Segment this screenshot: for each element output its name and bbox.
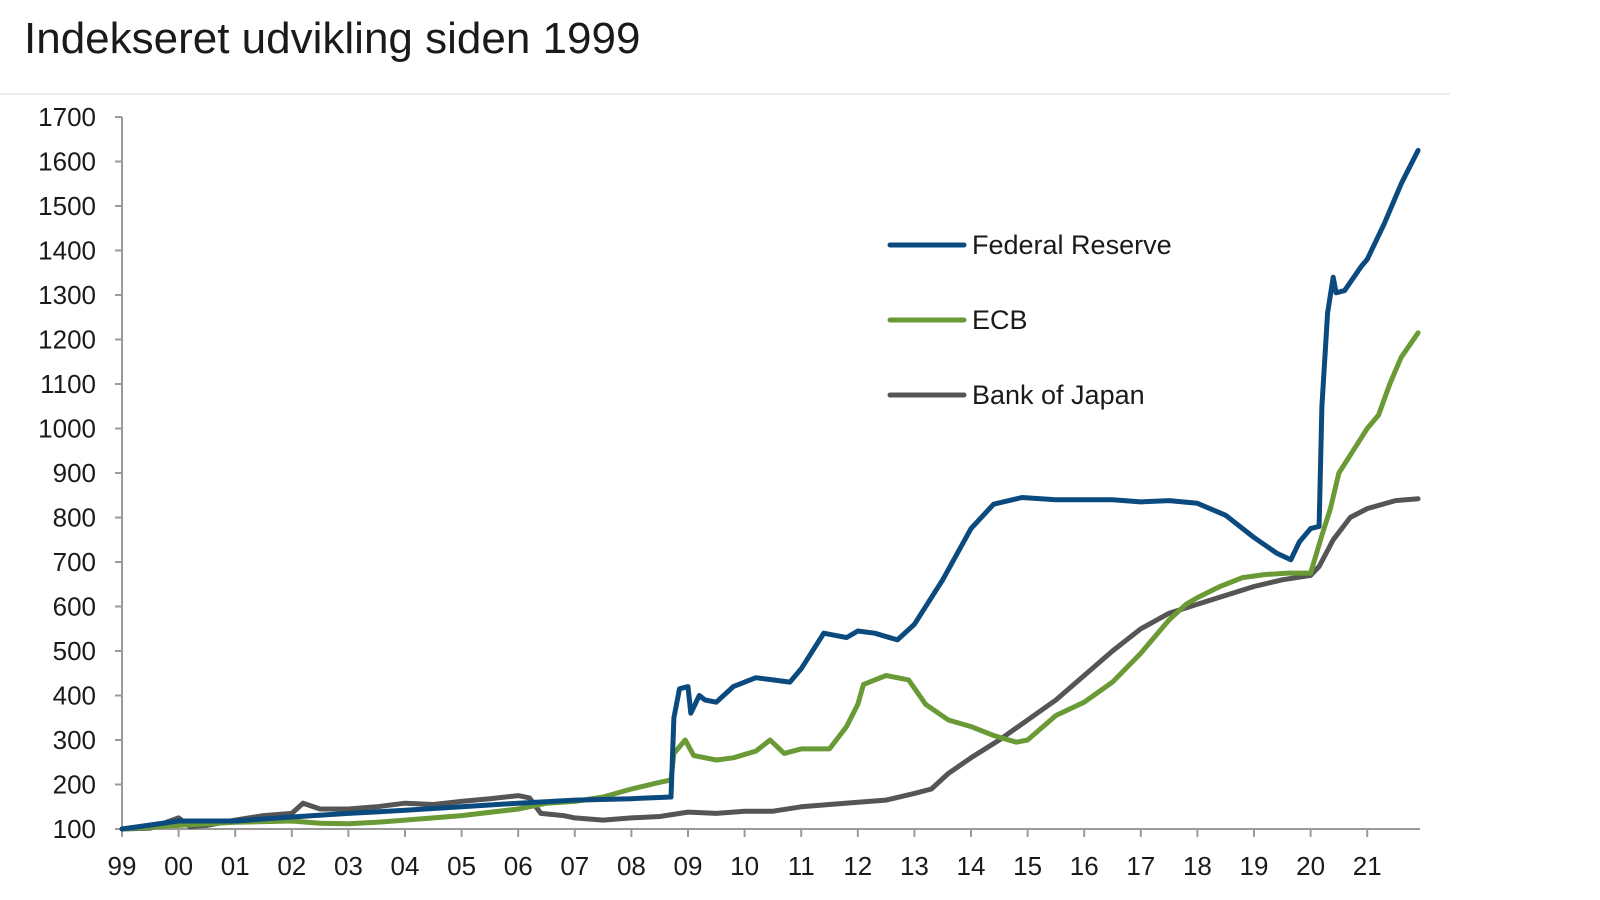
chart-title: Indekseret udvikling siden 1999 <box>24 14 641 63</box>
x-tick-label: 04 <box>391 851 420 881</box>
y-tick-label: 1700 <box>38 102 96 132</box>
x-tick-label: 11 <box>788 851 815 881</box>
y-tick-label: 1200 <box>38 325 96 355</box>
series-line-ecb <box>119 330 1421 832</box>
x-tick-label: 14 <box>957 851 986 881</box>
series-line-federal-reserve <box>119 147 1421 832</box>
series-layer <box>119 147 1421 832</box>
y-tick-label: 600 <box>53 592 96 622</box>
y-axis: 100 200 300 400 500 600 700 800 900 1000 1100 1200 1… <box>38 102 123 844</box>
y-tick-label: 1400 <box>38 236 96 266</box>
x-tick-label: 10 <box>730 851 759 881</box>
y-tick-label: 100 <box>53 814 96 844</box>
x-tick-label: 19 <box>1240 851 1269 881</box>
x-tick-label: 12 <box>843 851 872 881</box>
series-line-bank-of-japan <box>119 496 1421 832</box>
legend-label: Bank of Japan <box>972 380 1145 410</box>
title-divider <box>0 93 1450 95</box>
y-tick-label: 500 <box>53 636 96 666</box>
x-tick-label: 02 <box>277 851 306 881</box>
x-tick-label: 00 <box>164 851 193 881</box>
y-tick-label: 1500 <box>38 191 96 221</box>
y-tick-label: 200 <box>53 770 96 800</box>
x-tick-label: 08 <box>617 851 646 881</box>
y-tick-label: 900 <box>53 458 96 488</box>
x-tick-label: 16 <box>1070 851 1099 881</box>
x-tick-label: 15 <box>1013 851 1042 881</box>
x-tick-label: 05 <box>447 851 476 881</box>
x-tick-label: 06 <box>504 851 533 881</box>
y-tick-label: 1600 <box>38 147 96 177</box>
x-tick-label: 17 <box>1126 851 1155 881</box>
y-tick-label: 300 <box>53 725 96 755</box>
y-tick-label: 1300 <box>38 280 96 310</box>
x-tick-label: 09 <box>674 851 703 881</box>
x-tick-label: 20 <box>1296 851 1325 881</box>
legend-label: ECB <box>972 305 1028 335</box>
x-tick-label: 21 <box>1353 851 1382 881</box>
x-tick-label: 01 <box>221 851 250 881</box>
y-tick-label: 400 <box>53 681 96 711</box>
x-tick-label: 99 <box>108 851 137 881</box>
x-axis: 99 00 01 02 03 04 05 06 07 08 09 10 11 12 13 14 15 16 17 18… <box>108 828 1420 881</box>
legend: Federal Reserve ECB Bank of Japan <box>887 230 1172 410</box>
legend-label: Federal Reserve <box>972 230 1172 260</box>
y-tick-label: 800 <box>53 503 96 533</box>
y-tick-label: 1000 <box>38 414 96 444</box>
y-tick-label: 700 <box>53 547 96 577</box>
x-tick-label: 13 <box>900 851 929 881</box>
y-tick-label: 1100 <box>40 369 96 399</box>
x-tick-label: 03 <box>334 851 363 881</box>
x-tick-label: 07 <box>560 851 589 881</box>
x-tick-label: 18 <box>1183 851 1212 881</box>
